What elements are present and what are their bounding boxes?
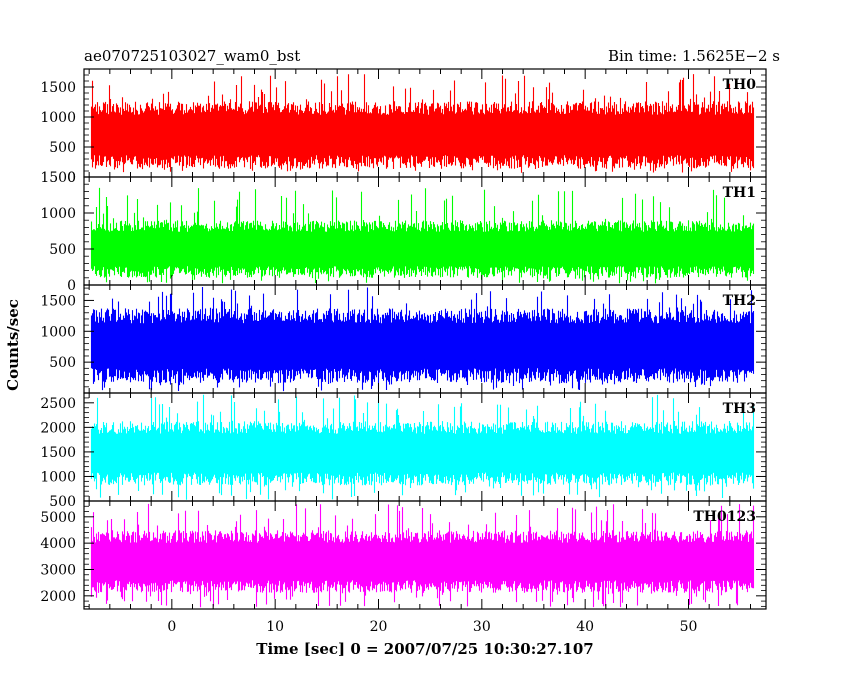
y-tick-label: 0 [67,170,76,186]
y-axis-label: Counts/sec [4,299,22,391]
panel-th2: 500 1000 1500 TH2 [40,284,767,394]
chart-title-right: Bin time: 1.5625E−2 s [608,47,780,65]
series-th0-label: TH0 [723,77,757,93]
chart-title-left: ae070725103027_wam0_bst [84,47,300,65]
y-tick-label: 500 [49,242,76,258]
y-tick-label: 1500 [40,170,76,186]
y-tick-label: 0 [67,278,76,294]
panel-frame [83,500,767,610]
y-tick-label: 4000 [40,536,76,552]
y-tick-label: 1000 [40,469,76,485]
series-th3-label: TH3 [723,401,756,417]
y-tick-label: 5000 [40,510,76,526]
y-tick-label: 2500 [40,396,76,412]
series-th2-label: TH2 [723,293,756,309]
y-tick-label: 1500 [40,445,76,461]
series-th1-label: TH1 [723,185,756,201]
series-th2-curve [90,287,755,392]
y-tick-label: 1500 [40,80,76,96]
panel-th1: 0 500 1000 1500 TH1 [40,170,767,294]
panel-th0: 0 500 1000 1500 TH0 [40,68,767,186]
x-tick-label: 30 [473,619,491,635]
series-th3-curve [90,394,755,500]
series-th1-curve [90,187,755,284]
series-th0123-curve [90,503,755,608]
y-tick-label: 500 [49,355,76,371]
x-tick-label: 50 [680,619,698,635]
panel-th0123: 2000 3000 4000 5000 TH0123 [40,500,767,610]
x-axis-label: Time [sec] 0 = 2007/07/25 10:30:27.107 [256,640,593,658]
y-tick-label: 1000 [40,206,76,222]
y-tick-label: 2000 [40,589,76,605]
y-tick-label: 2000 [40,420,76,436]
series-th0123-label: TH0123 [693,509,756,525]
y-tick-label: 1000 [40,110,76,126]
x-tick-label: 0 [167,619,176,635]
y-tick-label: 500 [49,140,76,156]
x-tick-label: 20 [370,619,388,635]
x-tick-label: 40 [576,619,594,635]
x-tick-label: 10 [266,619,284,635]
y-tick-label: 1000 [40,324,76,340]
series-th0-curve [90,74,755,173]
panel-th3: 500 1000 1500 2000 2500 TH3 [40,392,767,510]
y-tick-label: 3000 [40,562,76,578]
y-tick-label: 1500 [40,293,76,309]
y-tick-label: 500 [49,494,76,510]
